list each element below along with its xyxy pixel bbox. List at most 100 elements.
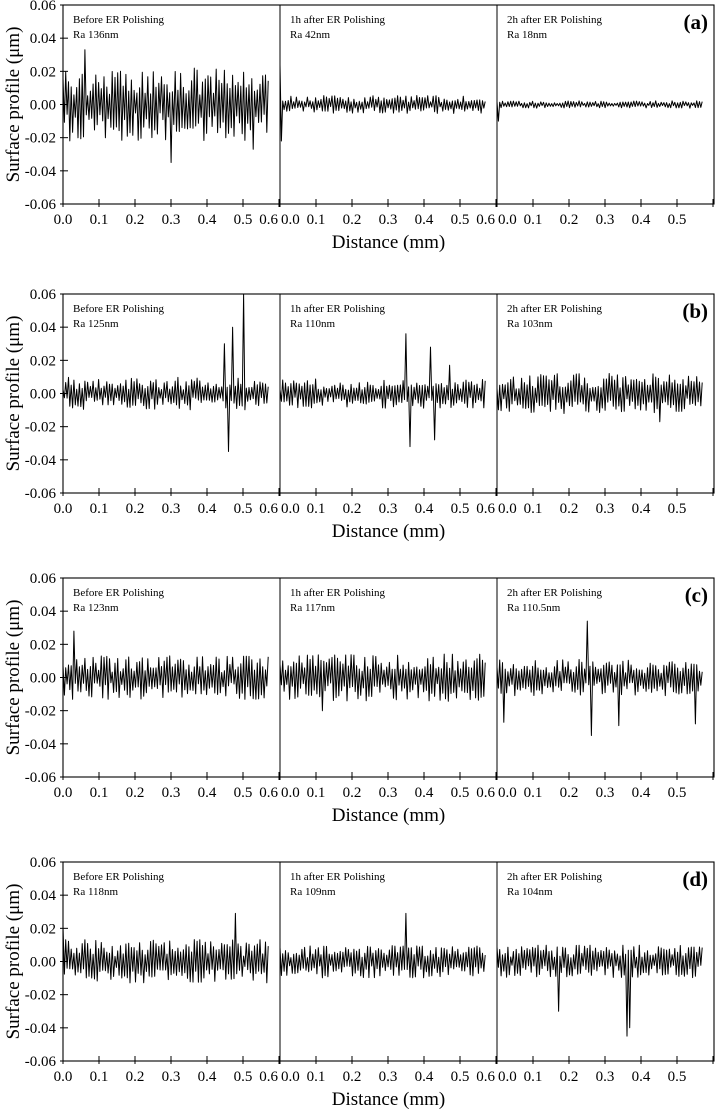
y-tick-label: 0.04	[30, 888, 57, 904]
y-tick-label: 0.02	[30, 921, 56, 937]
segment-roughness: Ra 104nm	[507, 886, 553, 898]
x-tick-label: 0.3	[379, 212, 398, 228]
x-tick-label: 0.2	[126, 1069, 145, 1085]
panel-c: 0.060.040.020.00-0.02-0.04-0.060.0 0.1 0.2…	[3, 571, 715, 826]
segment-roughness: Ra 110nm	[290, 318, 336, 330]
x-tick-label: 0.0	[498, 212, 517, 228]
x-tick-label: 0.1	[90, 1069, 109, 1085]
y-tick-label: -0.06	[25, 486, 57, 502]
y-axis-label: Surface profile (μm)	[3, 884, 24, 1040]
x-tick-label: 0.3	[162, 785, 181, 801]
y-tick-label: 0.06	[30, 287, 57, 303]
segment-title: 2h after ER Polishing	[507, 587, 603, 599]
x-tick-label: 0.3	[596, 501, 615, 517]
y-tick-label: -0.06	[25, 770, 57, 786]
x-tick-label: 0.0	[54, 1069, 73, 1085]
x-axis-label: Distance (mm)	[332, 805, 445, 826]
segment-roughness: Ra 42nm	[290, 29, 330, 41]
profile-trace	[496, 373, 703, 423]
x-tick-label: 0.3	[596, 785, 615, 801]
x-tick-label: 0.3	[379, 501, 398, 517]
x-tick-label: 0.0	[281, 212, 300, 228]
x-tick-label: 0.4	[632, 1069, 651, 1085]
x-tick-label: 0.6	[476, 212, 495, 228]
x-tick-label: 0.5	[234, 1069, 253, 1085]
y-tick-label: 0.04	[30, 604, 57, 620]
x-tick-label: 0.6	[476, 501, 495, 517]
x-tick-label: 0.6	[476, 785, 495, 801]
x-tick-label: 0.0	[54, 501, 73, 517]
x-tick-label: 0.5	[234, 785, 253, 801]
x-tick-label: 0.2	[343, 212, 362, 228]
y-axis-label: Surface profile (μm)	[3, 600, 24, 756]
y-tick-label: -0.02	[25, 420, 56, 436]
segment-roughness: Ra 110.5nm	[507, 602, 561, 614]
x-tick-label: 0.5	[668, 785, 687, 801]
x-tick-label: 0.0	[54, 785, 73, 801]
x-tick-label: 0.4	[415, 501, 434, 517]
x-tick-label: 0.1	[524, 1069, 543, 1085]
x-tick-label: 0.6	[476, 1069, 495, 1085]
x-tick-label: 0.3	[596, 212, 615, 228]
y-tick-label: 0.02	[30, 637, 56, 653]
profile-trace	[62, 293, 269, 452]
y-tick-label: -0.02	[25, 988, 56, 1004]
x-tick-label: 0.0	[498, 501, 517, 517]
profile-trace	[62, 912, 269, 984]
x-tick-label: 0.5	[668, 501, 687, 517]
x-tick-label: 0.4	[198, 785, 217, 801]
x-tick-label: 0.4	[415, 785, 434, 801]
profile-trace	[279, 333, 486, 448]
x-tick-label: 0.2	[560, 501, 579, 517]
panel-label: (b)	[682, 299, 708, 323]
x-tick-label: 0.2	[343, 501, 362, 517]
y-tick-label: 0.00	[30, 955, 56, 971]
y-tick-label: -0.02	[25, 704, 56, 720]
x-tick-label: 0.5	[668, 212, 687, 228]
y-axis-label: Surface profile (μm)	[3, 316, 24, 472]
x-tick-label: 0.3	[162, 501, 181, 517]
x-tick-label: 0.5	[668, 1069, 687, 1085]
segment-roughness: Ra 125nm	[73, 318, 119, 330]
y-tick-label: -0.06	[25, 1054, 57, 1070]
x-tick-label: 0.3	[162, 1069, 181, 1085]
y-tick-label: 0.00	[30, 671, 56, 687]
segment-title: Before ER Polishing	[73, 303, 165, 315]
y-tick-label: 0.06	[30, 571, 57, 587]
x-tick-label: 0.0	[498, 785, 517, 801]
segment-title: 1h after ER Polishing	[290, 14, 386, 26]
profile-trace	[279, 912, 486, 979]
x-tick-label: 0.2	[343, 1069, 362, 1085]
segment-title: 2h after ER Polishing	[507, 871, 603, 883]
x-axis-label: Distance (mm)	[332, 1089, 445, 1110]
x-tick-label: 0.1	[524, 212, 543, 228]
segment-title: 1h after ER Polishing	[290, 587, 386, 599]
x-tick-label: 0.1	[524, 501, 543, 517]
x-tick-label: 0.2	[560, 212, 579, 228]
x-tick-label: 0.2	[560, 1069, 579, 1085]
x-tick-label: 0.6	[259, 501, 278, 517]
x-tick-label: 0.5	[451, 1069, 470, 1085]
segment-roughness: Ra 123nm	[73, 602, 119, 614]
x-tick-label: 0.3	[596, 1069, 615, 1085]
x-tick-label: 0.4	[415, 212, 434, 228]
x-tick-label: 0.1	[307, 501, 326, 517]
y-tick-label: -0.06	[25, 197, 57, 213]
segment-title: 2h after ER Polishing	[507, 303, 603, 315]
x-tick-label: 0.0	[498, 1069, 517, 1085]
panel-label: (c)	[685, 583, 708, 607]
x-tick-label: 0.1	[524, 785, 543, 801]
x-tick-label: 0.5	[234, 212, 253, 228]
x-tick-label: 0.1	[90, 501, 109, 517]
x-tick-label: 0.2	[560, 785, 579, 801]
x-tick-label: 0.5	[451, 212, 470, 228]
x-tick-label: 0.5	[451, 785, 470, 801]
x-tick-label: 0.1	[90, 212, 109, 228]
x-tick-label: 0.3	[379, 785, 398, 801]
profile-trace	[279, 64, 486, 142]
x-tick-label: 0.1	[90, 785, 109, 801]
panel-a: 0.060.040.020.00-0.02-0.04-0.060.0 0.1 0.2…	[3, 0, 715, 253]
panel-label: (a)	[684, 10, 709, 34]
x-tick-label: 0.1	[307, 212, 326, 228]
segment-title: 1h after ER Polishing	[290, 303, 386, 315]
